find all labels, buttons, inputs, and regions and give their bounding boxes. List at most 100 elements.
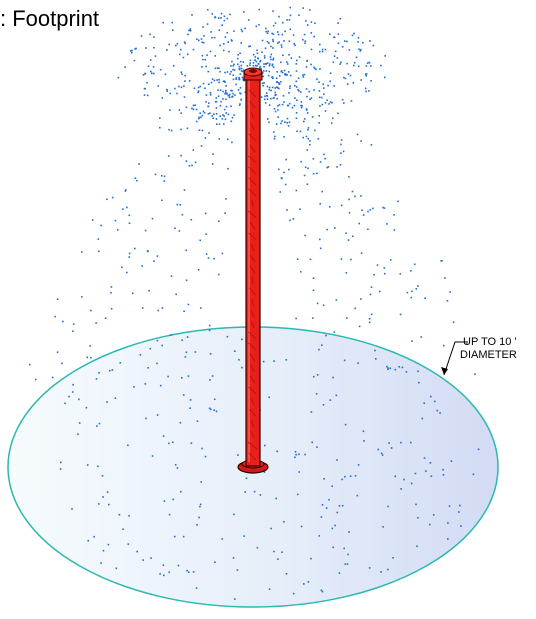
droplet [324,102,327,104]
droplet [329,72,332,74]
droplet [195,587,198,589]
droplet [172,29,174,31]
droplet [351,235,354,238]
droplet [257,57,259,59]
pole-texture-stroke [251,419,254,428]
droplet [312,317,314,319]
droplet [223,19,226,22]
droplet [430,395,432,398]
pole-texture-stroke [248,386,257,395]
droplet [259,494,262,496]
droplet [460,525,462,527]
droplet [321,103,324,106]
droplet [227,113,230,116]
droplet [329,101,332,103]
droplet [213,79,216,82]
droplet [300,271,302,273]
droplet [128,514,130,517]
droplet [368,61,371,64]
droplet [424,297,426,299]
droplet [180,490,182,493]
droplet [329,80,331,83]
droplet [276,86,278,89]
droplet [97,465,99,468]
droplet [336,57,339,59]
droplet [300,525,303,528]
droplet [222,49,225,52]
droplet [245,477,248,480]
droplet [234,598,236,600]
droplet [259,59,262,62]
droplet [306,95,308,98]
droplet [399,313,402,316]
droplet [188,80,191,82]
droplet [322,83,324,86]
droplet [285,74,287,76]
droplet [156,255,159,257]
droplet [205,94,208,96]
droplet [348,198,350,201]
droplet [252,64,255,67]
droplet [307,127,310,129]
droplet [208,132,210,134]
droplet [372,44,375,47]
droplet [384,55,386,57]
droplet [183,85,185,87]
droplet [432,514,435,516]
droplet [300,106,303,109]
droplet [213,398,216,401]
droplet [229,13,231,16]
droplet [263,55,266,57]
droplet [117,229,119,231]
droplet [197,91,199,94]
droplet [380,452,383,455]
droplet [268,64,271,67]
droplet [319,203,321,205]
droplet [191,14,193,16]
droplet [288,54,290,56]
droplet [233,114,235,116]
droplet [366,62,369,64]
droplet [192,104,195,107]
droplet [449,291,451,293]
droplet [141,307,144,309]
droplet [100,562,102,564]
droplet [411,340,413,342]
droplet [429,523,431,526]
droplet [176,203,179,206]
droplet [319,43,321,46]
droplet [273,550,275,553]
droplet [34,378,37,381]
droplet [224,91,227,94]
droplet [369,40,371,42]
droplet [97,238,100,240]
droplet [224,212,226,214]
droplet [29,363,31,366]
droplet [110,308,113,310]
droplet [176,42,179,45]
droplet [162,435,165,437]
droplet [140,35,143,37]
droplet [185,160,188,162]
droplet [161,199,163,202]
droplet [303,583,305,585]
droplet [291,106,294,109]
droplet [179,421,182,424]
droplet [246,65,249,67]
droplet [233,63,235,66]
droplet [343,76,345,79]
droplet [214,67,217,70]
droplet [214,561,216,563]
droplet [231,60,233,63]
droplet [334,524,336,527]
droplet [263,65,265,68]
droplet [306,149,309,151]
droplet [442,474,445,476]
droplet [102,496,104,498]
droplet [274,94,276,97]
droplet [229,73,231,75]
droplet [211,115,213,117]
droplet [315,393,318,395]
droplet [387,368,389,370]
droplet [176,92,178,95]
